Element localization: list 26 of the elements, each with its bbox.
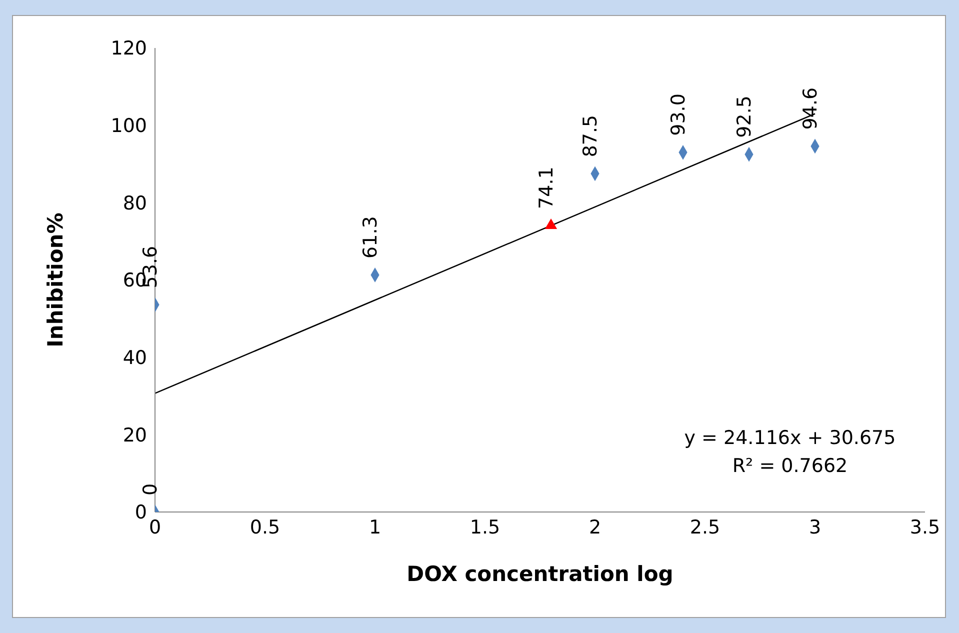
y-tick-label: 40 [122, 347, 147, 370]
y-tick-label: 0 [134, 502, 147, 524]
data-label: 94.6 [799, 87, 822, 130]
y-tick-label: 80 [122, 192, 147, 214]
data-label: 93.0 [667, 94, 690, 136]
annotation: R² = 0.7662 [732, 455, 848, 477]
y-tick-label: 120 [110, 38, 147, 60]
x-tick-label: 0 [148, 516, 162, 538]
data-label: 74.1 [535, 166, 558, 209]
x-tick-label: 1.5 [470, 516, 500, 538]
y-tick-label: 20 [122, 424, 147, 446]
x-tick-label: 0.5 [250, 516, 280, 538]
data-label: 0 [139, 483, 162, 496]
y-tick-label: 100 [110, 115, 147, 138]
x-tick-label: 2.5 [690, 516, 720, 538]
point [544, 218, 558, 229]
x-tick-label: 3.5 [910, 516, 940, 538]
x-tick-label: 2 [588, 516, 602, 538]
annotation: y = 24.116x + 30.675 [684, 427, 896, 449]
x-axis-title: DOX concentration log [406, 562, 674, 586]
x-tick-label: 3 [808, 516, 822, 538]
data-label: 87.5 [579, 114, 602, 158]
data-label: 61.3 [359, 216, 382, 258]
x-tick-label: 1 [368, 516, 382, 538]
data-label: 92.5 [733, 96, 756, 138]
y-axis-title: Inhibition% [43, 212, 68, 348]
